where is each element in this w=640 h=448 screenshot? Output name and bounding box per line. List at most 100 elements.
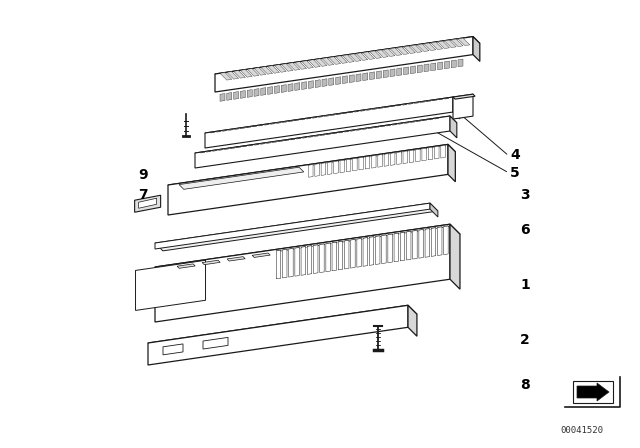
Polygon shape bbox=[321, 163, 326, 176]
Polygon shape bbox=[168, 144, 455, 192]
Polygon shape bbox=[254, 89, 259, 96]
Polygon shape bbox=[458, 59, 463, 67]
Polygon shape bbox=[206, 151, 211, 152]
Polygon shape bbox=[416, 121, 420, 122]
Polygon shape bbox=[148, 305, 408, 365]
Polygon shape bbox=[431, 63, 436, 71]
Polygon shape bbox=[155, 203, 430, 249]
Polygon shape bbox=[374, 127, 379, 128]
Polygon shape bbox=[295, 83, 300, 90]
Polygon shape bbox=[438, 62, 443, 70]
Polygon shape bbox=[332, 242, 337, 271]
Polygon shape bbox=[215, 37, 480, 81]
Polygon shape bbox=[332, 133, 337, 134]
Polygon shape bbox=[383, 49, 395, 56]
Polygon shape bbox=[268, 86, 273, 95]
Polygon shape bbox=[414, 102, 419, 103]
Polygon shape bbox=[220, 94, 225, 101]
Polygon shape bbox=[383, 70, 388, 78]
Polygon shape bbox=[241, 69, 252, 77]
Polygon shape bbox=[431, 228, 436, 229]
Polygon shape bbox=[434, 118, 439, 119]
Polygon shape bbox=[314, 245, 319, 246]
Polygon shape bbox=[282, 249, 287, 278]
Polygon shape bbox=[266, 142, 271, 143]
Polygon shape bbox=[384, 154, 389, 155]
Polygon shape bbox=[326, 243, 332, 245]
Polygon shape bbox=[435, 146, 439, 159]
Polygon shape bbox=[278, 141, 283, 142]
Polygon shape bbox=[381, 235, 386, 263]
Polygon shape bbox=[458, 38, 470, 46]
Polygon shape bbox=[315, 80, 320, 87]
Polygon shape bbox=[406, 231, 412, 233]
Polygon shape bbox=[295, 62, 307, 69]
Polygon shape bbox=[438, 41, 449, 48]
Polygon shape bbox=[308, 164, 313, 177]
Polygon shape bbox=[422, 148, 427, 150]
Polygon shape bbox=[424, 43, 436, 51]
Polygon shape bbox=[431, 228, 436, 256]
Polygon shape bbox=[342, 55, 354, 62]
Polygon shape bbox=[376, 50, 388, 57]
Polygon shape bbox=[215, 37, 473, 92]
Text: 8: 8 bbox=[520, 378, 530, 392]
Polygon shape bbox=[282, 249, 288, 251]
Text: 00041520: 00041520 bbox=[560, 426, 603, 435]
Polygon shape bbox=[307, 246, 312, 247]
Polygon shape bbox=[397, 68, 402, 76]
Polygon shape bbox=[322, 58, 334, 65]
Polygon shape bbox=[241, 90, 245, 98]
Polygon shape bbox=[333, 161, 338, 173]
Polygon shape bbox=[349, 54, 361, 61]
Polygon shape bbox=[404, 122, 409, 124]
Polygon shape bbox=[444, 98, 449, 99]
Polygon shape bbox=[390, 153, 395, 165]
Polygon shape bbox=[234, 71, 245, 78]
Polygon shape bbox=[302, 137, 307, 138]
Polygon shape bbox=[415, 149, 420, 162]
Polygon shape bbox=[410, 121, 415, 123]
Polygon shape bbox=[390, 153, 396, 154]
Polygon shape bbox=[216, 131, 221, 132]
Polygon shape bbox=[426, 101, 431, 102]
Polygon shape bbox=[281, 85, 286, 92]
Polygon shape bbox=[397, 47, 408, 55]
Polygon shape bbox=[230, 147, 235, 149]
Polygon shape bbox=[236, 146, 241, 148]
Polygon shape bbox=[261, 67, 273, 74]
Polygon shape bbox=[386, 125, 391, 126]
Polygon shape bbox=[366, 109, 371, 110]
Polygon shape bbox=[163, 344, 183, 355]
Polygon shape bbox=[388, 234, 393, 236]
Polygon shape bbox=[394, 233, 399, 235]
Polygon shape bbox=[308, 164, 314, 166]
Polygon shape bbox=[134, 195, 161, 212]
Polygon shape bbox=[390, 48, 402, 56]
Polygon shape bbox=[384, 154, 388, 166]
Polygon shape bbox=[453, 94, 475, 99]
Polygon shape bbox=[390, 69, 395, 77]
Polygon shape bbox=[168, 144, 448, 215]
Polygon shape bbox=[384, 107, 388, 108]
Polygon shape bbox=[348, 112, 353, 113]
Text: 4: 4 bbox=[510, 148, 520, 162]
Polygon shape bbox=[294, 120, 299, 121]
Polygon shape bbox=[333, 161, 339, 162]
Polygon shape bbox=[282, 121, 287, 123]
Polygon shape bbox=[425, 228, 429, 257]
Polygon shape bbox=[218, 149, 223, 151]
Polygon shape bbox=[322, 79, 327, 86]
Polygon shape bbox=[328, 162, 332, 174]
Polygon shape bbox=[400, 232, 406, 234]
Polygon shape bbox=[388, 234, 392, 263]
Polygon shape bbox=[413, 230, 417, 259]
Polygon shape bbox=[357, 238, 362, 240]
Polygon shape bbox=[339, 241, 344, 243]
Polygon shape bbox=[368, 128, 372, 129]
Polygon shape bbox=[419, 229, 424, 258]
Polygon shape bbox=[202, 260, 220, 265]
Polygon shape bbox=[419, 229, 424, 231]
Polygon shape bbox=[444, 226, 448, 254]
Polygon shape bbox=[369, 237, 374, 265]
